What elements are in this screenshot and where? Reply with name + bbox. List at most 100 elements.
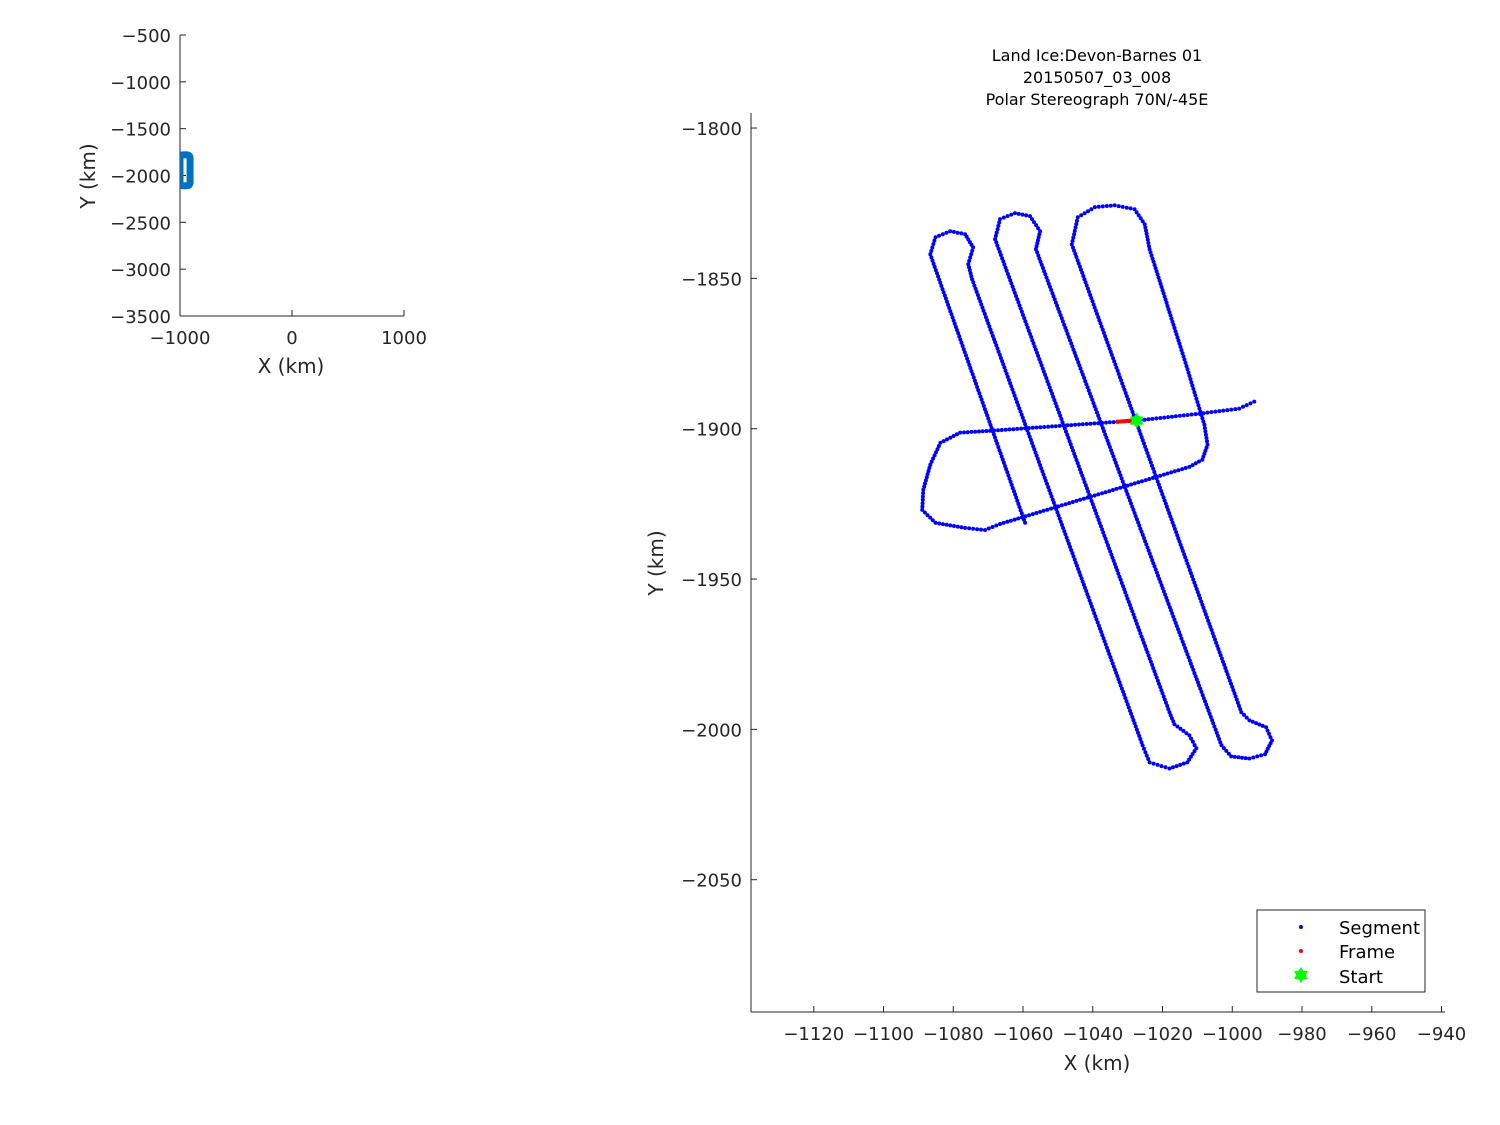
segment-point [920,497,925,502]
segment-point [1117,470,1122,475]
segment-point [951,229,956,234]
segment-point [923,481,927,486]
y-tick-label: −1850 [681,269,742,290]
segment-point [1181,354,1186,359]
y-tick-label: −1800 [681,119,742,140]
segment-point [1212,724,1217,729]
segment-point [1035,456,1040,461]
segment-point [1002,262,1007,267]
segment-point [1122,692,1127,697]
segment-point [1142,746,1146,751]
segment-point [1169,517,1174,522]
segment-point [1203,432,1208,437]
segment-point [1132,511,1137,515]
x-tick-label: −940 [1417,1024,1466,1045]
y-tick-label: −3500 [110,307,171,328]
segment-point [1140,219,1145,224]
segment-point [1098,524,1103,529]
segment-point [1114,565,1118,570]
segment-point [1034,453,1039,458]
segment-point [1071,554,1076,559]
segment-point [1162,294,1167,299]
segment-point [930,245,935,250]
segment-point [1171,765,1175,770]
segment-point [1112,359,1117,364]
segment-point [1172,326,1177,330]
segment-point [1118,683,1123,688]
segment-point [1001,215,1006,220]
segment-point [1009,212,1014,217]
segment-point [938,440,943,445]
segment-point [1111,454,1116,459]
segment-point [1200,693,1205,698]
segment-point [1169,316,1174,321]
segment-point [1083,379,1088,384]
segment-point [1196,403,1201,408]
segment-point [969,429,974,434]
segment-point [1073,560,1078,565]
segment-point [975,293,980,297]
segment-point [1205,615,1209,620]
segment-point [1133,618,1138,623]
segment-point [1145,237,1150,242]
segment-point [1169,716,1174,721]
segment-point [1192,671,1197,676]
start-marker [1129,412,1144,429]
segment-point [1167,605,1172,610]
segment-point [932,238,937,243]
segment-point [1208,624,1213,629]
segment-point [1242,712,1246,717]
segment-point [1171,523,1176,528]
segment-point [1201,411,1206,416]
segment-point [1060,522,1064,527]
segment-point [1082,211,1087,216]
segment-point [1099,629,1104,634]
segment-point [1107,346,1112,351]
segment-point [1237,406,1242,411]
segment-point [1017,303,1022,308]
segment-point [1153,567,1158,572]
segment-point [955,524,960,529]
segment-point [1100,633,1105,638]
segment-point [996,223,1001,228]
segment-point [1162,415,1167,420]
segment-point [1168,713,1173,718]
segment-point [1037,357,1042,362]
segment-point [1038,509,1043,514]
segment-point [1048,388,1053,393]
segment-point [1040,469,1045,474]
segment-point [1001,520,1006,525]
segment-point [1259,753,1264,758]
segment-point [1018,409,1023,414]
segment-point [980,305,985,310]
segment-point [1235,700,1240,705]
segment-point [1061,423,1066,428]
segment-point [1084,422,1089,426]
segment-point [1076,464,1081,469]
segment-point [1031,341,1036,346]
segment-point [1068,442,1073,447]
segment-point [1069,341,1074,346]
segment-point [1171,719,1176,724]
segment-point [986,321,991,326]
segment-point [1197,459,1201,464]
segment-point [988,428,993,433]
segment-point [1207,711,1212,716]
segment-point [976,388,981,393]
segment-point [977,429,981,434]
segment-point [967,526,972,531]
segment-point [1045,379,1050,384]
segment-point [1147,551,1152,556]
segment-point [1158,685,1163,689]
segment-point [1050,424,1054,429]
segment-point [1035,350,1039,355]
segment-point [1186,655,1191,660]
segment-point [1019,412,1024,417]
segment-point [1192,743,1197,748]
segment-point [1191,386,1196,391]
segment-point [987,419,992,424]
segment-point [1041,266,1045,270]
segment-point [958,337,963,342]
segment-point [1151,475,1155,480]
segment-point [1086,489,1091,494]
